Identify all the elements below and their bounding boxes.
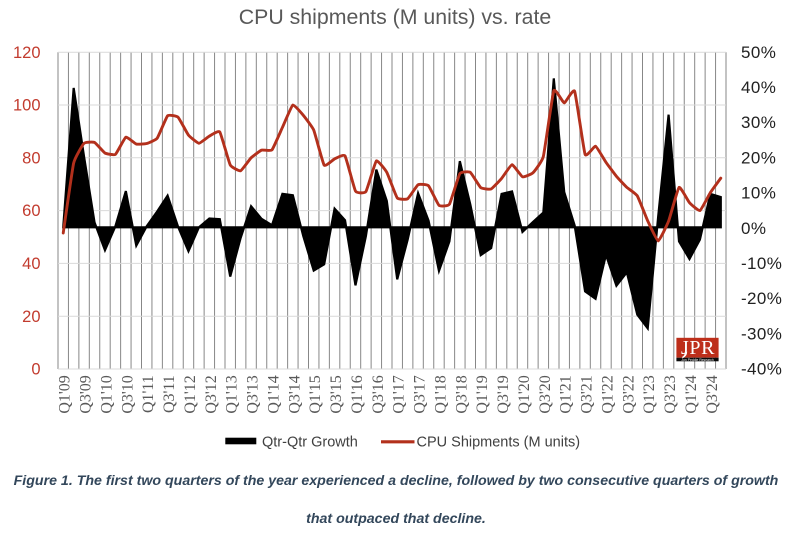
svg-text:-40%: -40% xyxy=(741,360,782,379)
svg-text:-10%: -10% xyxy=(741,254,782,273)
svg-text:CPU Shipments (M units): CPU Shipments (M units) xyxy=(417,435,581,451)
svg-text:100: 100 xyxy=(13,97,41,115)
svg-text:Q3'20: Q3'20 xyxy=(537,375,554,413)
svg-text:40%: 40% xyxy=(741,78,776,97)
svg-text:Q3'21: Q3'21 xyxy=(579,375,596,413)
svg-text:50%: 50% xyxy=(741,43,776,62)
svg-text:0%: 0% xyxy=(741,219,766,238)
svg-text:that outpaced that decline.: that outpaced that decline. xyxy=(306,511,486,527)
svg-text:10%: 10% xyxy=(741,184,776,203)
svg-text:0: 0 xyxy=(31,361,40,379)
svg-text:Q3'22: Q3'22 xyxy=(620,375,637,413)
svg-text:Q3'23: Q3'23 xyxy=(662,375,679,413)
svg-text:Q3'12: Q3'12 xyxy=(203,375,220,413)
svg-text:Q3'11: Q3'11 xyxy=(161,375,178,413)
svg-text:Q1'24: Q1'24 xyxy=(683,375,700,413)
svg-text:Q3'19: Q3'19 xyxy=(495,375,512,413)
svg-text:Q1'11: Q1'11 xyxy=(140,375,157,413)
svg-text:Q3'15: Q3'15 xyxy=(328,375,345,413)
svg-text:20%: 20% xyxy=(741,148,776,167)
svg-text:JPR: JPR xyxy=(681,337,715,359)
svg-text:80: 80 xyxy=(22,149,40,167)
svg-text:30%: 30% xyxy=(741,113,776,132)
svg-text:120: 120 xyxy=(13,44,41,62)
svg-text:Q1'22: Q1'22 xyxy=(599,375,616,413)
svg-text:Q1'14: Q1'14 xyxy=(265,375,282,413)
svg-text:Q1'17: Q1'17 xyxy=(391,375,408,413)
svg-text:Q3'14: Q3'14 xyxy=(286,375,303,413)
svg-text:Q1'13: Q1'13 xyxy=(224,375,241,413)
svg-text:Jon Peddie Research: Jon Peddie Research xyxy=(681,358,714,362)
svg-text:Q3'16: Q3'16 xyxy=(370,375,387,413)
svg-text:Q3'18: Q3'18 xyxy=(453,375,470,413)
svg-text:Q3'13: Q3'13 xyxy=(245,375,262,413)
svg-text:Q1'10: Q1'10 xyxy=(98,375,115,413)
svg-text:Qtr-Qtr Growth: Qtr-Qtr Growth xyxy=(262,435,358,451)
svg-text:Q3'09: Q3'09 xyxy=(78,375,95,413)
svg-text:Q1'21: Q1'21 xyxy=(558,375,575,413)
svg-text:Q1'15: Q1'15 xyxy=(307,375,324,413)
svg-text:Figure 1. The first two quarte: Figure 1. The first two quarters of the … xyxy=(14,473,779,489)
svg-text:Q3'24: Q3'24 xyxy=(704,375,721,413)
svg-text:Q3'10: Q3'10 xyxy=(119,375,136,413)
svg-text:20: 20 xyxy=(22,308,40,326)
svg-text:Q3'17: Q3'17 xyxy=(412,375,429,413)
svg-text:Q1'12: Q1'12 xyxy=(182,375,199,413)
svg-text:CPU shipments (M units) vs. ra: CPU shipments (M units) vs. rate xyxy=(239,5,551,29)
svg-text:40: 40 xyxy=(22,255,40,273)
svg-text:Q1'19: Q1'19 xyxy=(474,375,491,413)
svg-text:-20%: -20% xyxy=(741,289,782,308)
svg-text:60: 60 xyxy=(22,202,40,220)
svg-text:Q1'20: Q1'20 xyxy=(516,375,533,413)
svg-text:-30%: -30% xyxy=(741,324,782,343)
svg-text:Q1'18: Q1'18 xyxy=(432,375,449,413)
svg-text:Q1'23: Q1'23 xyxy=(641,375,658,413)
svg-text:Q1'09: Q1'09 xyxy=(57,375,74,413)
svg-text:Q1'16: Q1'16 xyxy=(349,375,366,413)
